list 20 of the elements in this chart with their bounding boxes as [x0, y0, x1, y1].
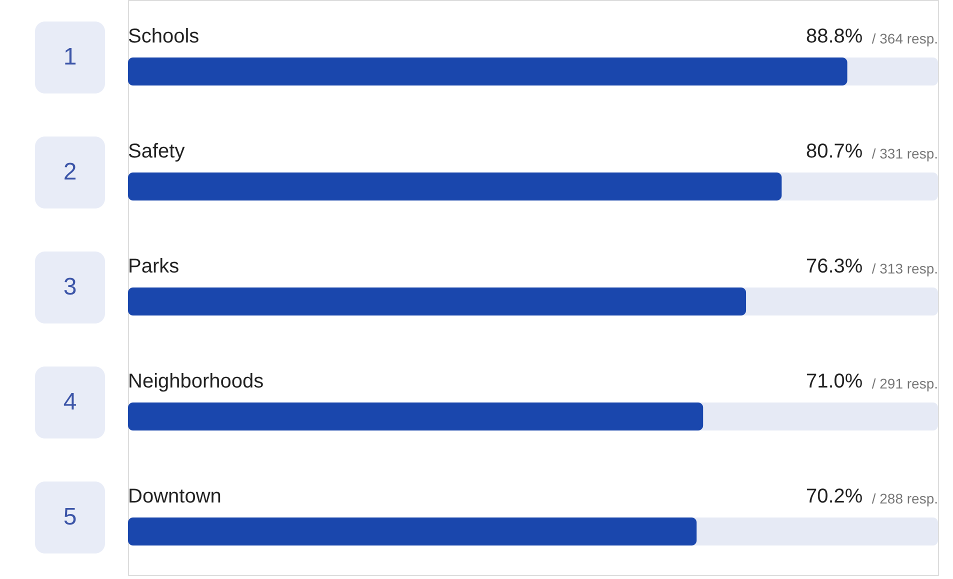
y-tick-label: Schools: [128, 26, 200, 48]
text: 2: [63, 158, 77, 186]
text: 5: [63, 504, 77, 530]
y-tick-label: Parks: [128, 256, 180, 278]
y-tick-label: Neighborhoods: [128, 370, 264, 392]
text: 1: [63, 44, 77, 70]
y-tick-label: Downtown: [128, 486, 222, 508]
data-label: 88.8%: [806, 26, 863, 48]
annotation: / 313 resp.: [872, 260, 938, 276]
data-label: 71.0%: [806, 370, 863, 392]
annotation: / 291 resp.: [872, 376, 938, 392]
data-label: 70.2%: [806, 486, 863, 508]
text: 4: [63, 388, 77, 416]
annotation: / 364 resp.: [872, 30, 938, 46]
annotation: / 288 resp.: [872, 490, 938, 506]
data-label: 80.7%: [806, 140, 863, 162]
y-tick-label: Safety: [128, 140, 185, 162]
data-label: 76.3%: [806, 256, 863, 278]
annotation: / 331 resp.: [872, 146, 938, 162]
text: 3: [63, 274, 77, 300]
